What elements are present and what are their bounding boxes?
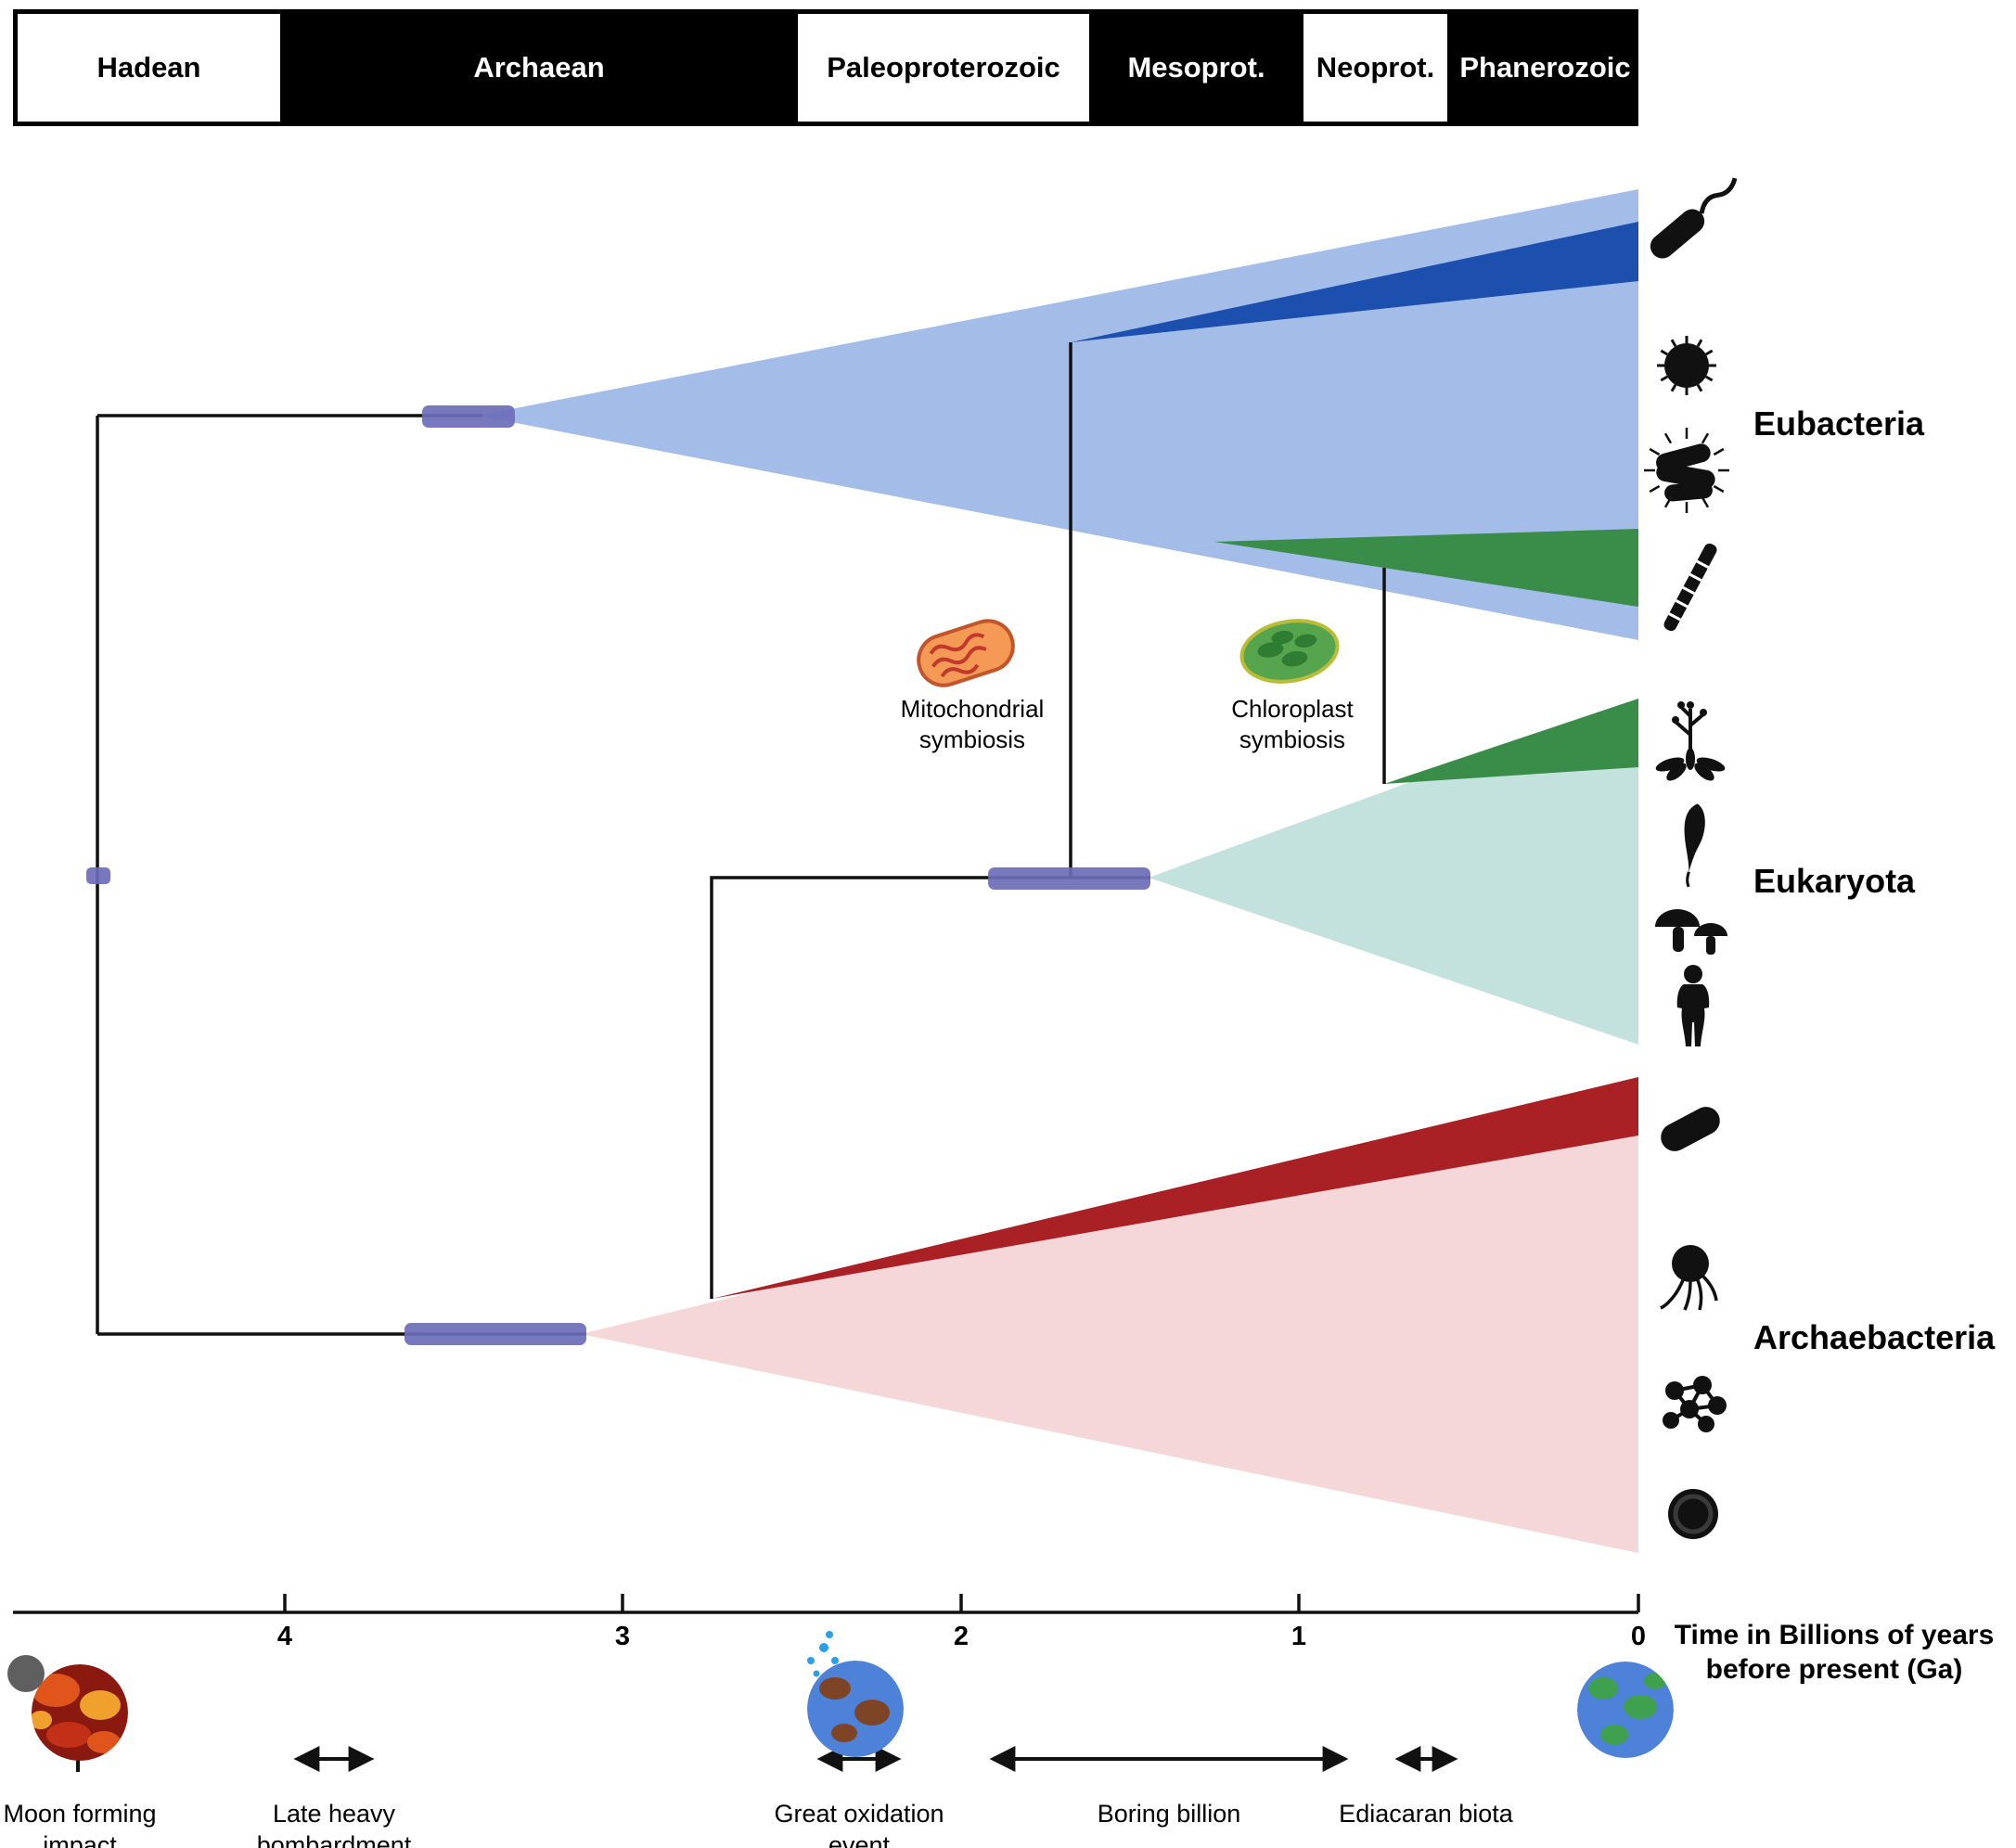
- era-label: Archaean: [473, 51, 605, 83]
- era-neoproterozoic: Neoprot.: [1299, 9, 1452, 126]
- moon-forming-impact-label: Moon forming impact: [3, 1798, 156, 1848]
- label-line: symbiosis: [1239, 725, 1346, 753]
- eubacteria-divergence-bar: [422, 405, 515, 428]
- label-line: before present (Ga): [1705, 1654, 1963, 1685]
- archaebacteria-divergence-bar: [404, 1323, 586, 1345]
- event-arrows: [76, 1746, 1458, 1772]
- cyanobacterium-filament-icon: [1663, 543, 1717, 632]
- tick-2: 2: [953, 1622, 969, 1651]
- chloroplast-icon: [1239, 619, 1340, 684]
- eubacteria-inner-lineage-wedge: [1071, 222, 1638, 342]
- era-label: Phanerozoic: [1459, 51, 1631, 83]
- tick-0: 0: [1630, 1622, 1647, 1651]
- era-archaean: Archaean: [285, 9, 793, 126]
- divergence-bars: [86, 405, 1150, 1345]
- great-oxidation-earth-icon: [807, 1631, 904, 1757]
- era-label: Mesoprot.: [1127, 51, 1265, 83]
- era-mesoproterozoic: Mesoprot.: [1094, 9, 1299, 126]
- ediacaran-biota-label: Ediacaran biota: [1339, 1800, 1513, 1828]
- great-oxidation-event-label: Great oxidation event: [774, 1798, 944, 1848]
- protist-icon: [1684, 803, 1705, 888]
- archaebacteria-label: Archaebacteria: [1753, 1318, 1996, 1356]
- label-line: Late heavy: [272, 1800, 396, 1828]
- era-hadean: Hadean: [13, 9, 285, 126]
- era-label: Neoprot.: [1316, 51, 1435, 83]
- flagellated-rod-bacterium-icon: [1650, 177, 1738, 259]
- mitochondrion-icon: [917, 619, 1015, 687]
- label-line: Great oxidation: [774, 1800, 944, 1828]
- flagellated-archaeal-coccus-icon: [1660, 1245, 1718, 1311]
- plant-lineage-wedge: [1384, 699, 1638, 784]
- axis-title: Time in Billions of years before present…: [1675, 1618, 1995, 1687]
- label-line: Moon forming: [3, 1800, 157, 1828]
- oxygen-bubbles-icon: [807, 1631, 839, 1677]
- tick-3: 3: [614, 1622, 631, 1651]
- tick-1: 1: [1290, 1622, 1307, 1651]
- archaeal-coccus-icon: [1668, 1489, 1718, 1539]
- eubacteria-label: Eubacteria: [1753, 404, 1925, 443]
- root-divergence-bar: [86, 867, 110, 884]
- spiky-coccus-bacterium-icon: [1657, 336, 1716, 395]
- organism-icons: [1644, 177, 1738, 1539]
- eukaryota-wedge: [1149, 699, 1638, 1045]
- label-line: bombardment: [256, 1831, 412, 1848]
- era-paleoproterozoic: Paleoproterozoic: [793, 9, 1094, 126]
- archaebacteria-wedge: [581, 1077, 1638, 1553]
- cyanobacteria-wedge: [1214, 529, 1638, 607]
- tick-4: 4: [276, 1622, 293, 1651]
- human-icon: [1676, 965, 1710, 1046]
- era-label: Paleoproterozoic: [827, 51, 1060, 83]
- archaea-eukaryote-lineage-wedge: [712, 1077, 1638, 1299]
- eukaryota-divergence-bar: [988, 867, 1150, 890]
- eukaryota-label: Eukaryota: [1753, 862, 1916, 900]
- mitochondrial-symbiosis-label: Mitochondrial symbiosis: [901, 694, 1045, 755]
- modern-earth-icon: [1577, 1662, 1674, 1758]
- fimbriated-rod-bacteria-icon: [1644, 428, 1729, 513]
- time-axis: [13, 1594, 1640, 1614]
- late-heavy-bombardment-label: Late heavy bombardment: [257, 1798, 412, 1848]
- moon-forming-impact-planet-icon: [7, 1655, 128, 1761]
- archaeal-rod-icon: [1661, 1107, 1720, 1151]
- clade-wedges: [478, 189, 1638, 1553]
- label-line: Time in Billions of years: [1674, 1620, 1995, 1650]
- era-phanerozoic: Phanerozoic: [1452, 9, 1638, 126]
- boring-billion-label: Boring billion: [1097, 1800, 1241, 1828]
- fungi-icon: [1655, 909, 1727, 955]
- label-line: Chloroplast: [1231, 695, 1354, 723]
- label-line: event: [828, 1831, 891, 1848]
- label-line: Mitochondrial: [900, 695, 1045, 723]
- geologic-time-bar: Hadean Archaean Paleoproterozoic Mesopro…: [13, 9, 1638, 126]
- label-line: symbiosis: [918, 725, 1026, 753]
- chloroplast-symbiosis-label: Chloroplast symbiosis: [1231, 694, 1354, 755]
- era-label: Hadean: [96, 51, 201, 83]
- archaeal-cocci-cluster-icon: [1663, 1376, 1727, 1432]
- label-line: impact: [43, 1831, 117, 1848]
- moon-icon: [7, 1655, 45, 1692]
- plant-icon: [1655, 701, 1726, 781]
